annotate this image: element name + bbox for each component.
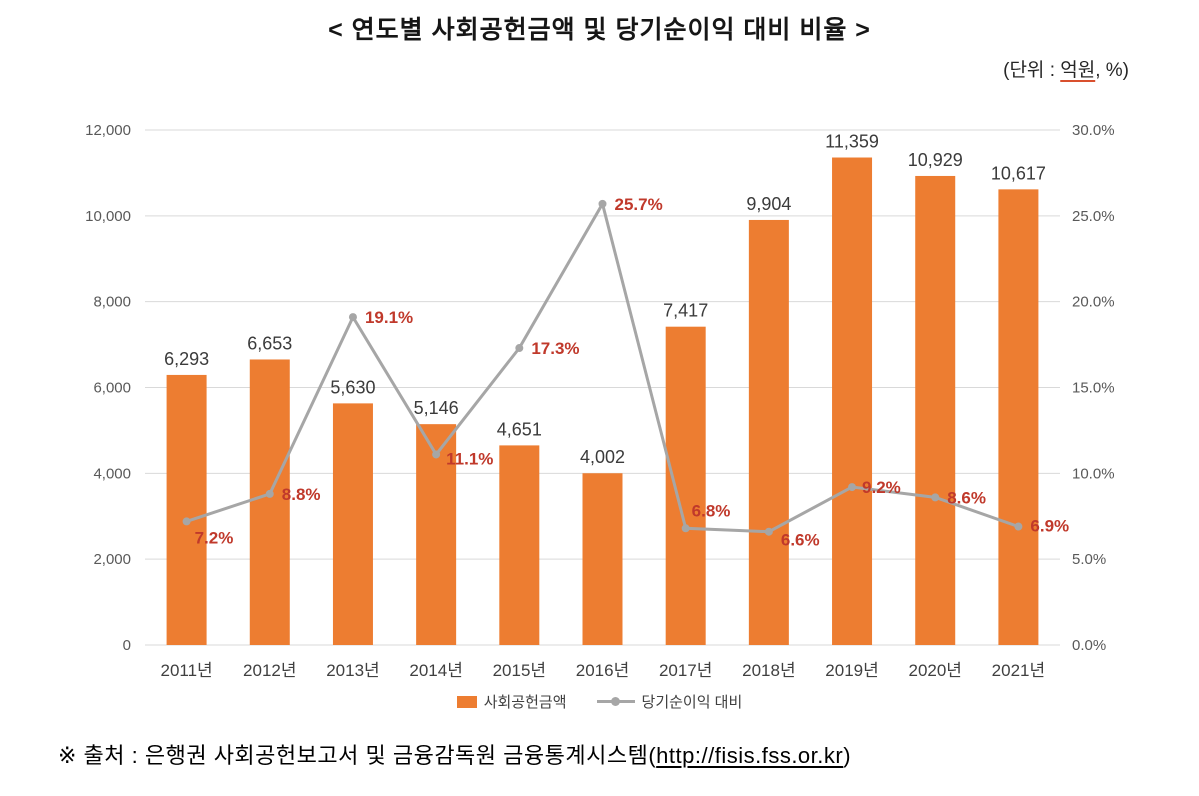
bar-value-label: 9,904	[746, 194, 791, 214]
bar-value-label: 11,359	[825, 132, 879, 152]
left-axis-tick: 6,000	[93, 380, 131, 397]
left-axis-tick: 8,000	[93, 294, 131, 311]
x-axis-label: 2018년	[742, 661, 795, 680]
chart-canvas: 0 2,000 4,000 6,000 8,000 10,000 12,000 0.0% 5.0…	[85, 122, 1115, 680]
line-marker	[848, 483, 857, 492]
chart-title: < 연도별 사회공헌금액 및 당기순이익 대비 비율 >	[328, 16, 871, 44]
bar-swatch-icon	[456, 695, 477, 708]
x-axis-label: 2021년	[992, 661, 1045, 680]
bar-value-label: 5,630	[330, 377, 375, 397]
line-value-label: 9.2%	[862, 478, 901, 497]
source-suffix: )	[843, 743, 852, 768]
bar	[416, 424, 457, 645]
bar-value-label: 7,417	[663, 301, 708, 321]
legend-item-line: 당기순이익 대비	[596, 691, 743, 712]
x-axis-label: 2011년	[160, 661, 212, 680]
line-marker-icon	[610, 697, 620, 706]
x-axis-label: 2013년	[326, 661, 379, 680]
unit-underlined: 억원	[1060, 60, 1096, 81]
line-value-label: 17.3%	[531, 339, 579, 358]
bar-value-label: 10,929	[908, 150, 963, 170]
source-note: ※ 출처 : 은행권 사회공헌보고서 및 금융감독원 금융통계시스템(http:…	[0, 738, 1199, 770]
unit-suffix: , %)	[1095, 60, 1129, 81]
left-axis-tick: 4,000	[93, 465, 131, 482]
bar	[499, 445, 540, 645]
line-marker	[764, 527, 773, 536]
line-marker	[348, 313, 357, 322]
x-axis-label: 2014년	[409, 661, 462, 680]
left-axis-tick: 0	[123, 637, 131, 654]
line-value-label: 7.2%	[195, 528, 234, 547]
line-value-label: 6.6%	[781, 531, 820, 550]
line-value-label: 11.1%	[446, 449, 493, 468]
x-axis-label: 2016년	[576, 661, 629, 680]
line-value-label: 6.8%	[692, 501, 731, 520]
right-axis-tick: 30.0%	[1072, 122, 1115, 139]
x-axis-label: 2020년	[908, 661, 961, 680]
right-axis-tick: 20.0%	[1072, 294, 1115, 311]
source-prefix: ※ 출처 : 은행권 사회공헌보고서 및 금융감독원 금융통계시스템(	[58, 743, 657, 768]
line-value-label: 6.9%	[1030, 517, 1069, 536]
line-marker	[515, 344, 524, 353]
left-axis-tick: 2,000	[93, 551, 131, 568]
legend-label-line: 당기순이익 대비	[641, 694, 743, 711]
x-axis-label: 2015년	[493, 661, 546, 680]
right-axis-tick: 5.0%	[1072, 551, 1106, 568]
legend-label-bar: 사회공헌금액	[483, 694, 567, 711]
bar	[665, 326, 706, 645]
x-axis-label: 2012년	[243, 661, 296, 680]
x-axis-label: 2019년	[825, 661, 878, 680]
bar	[582, 473, 623, 645]
bar	[998, 189, 1039, 645]
bar	[332, 403, 373, 645]
unit-label: (단위 : 억원, %)	[0, 56, 1199, 86]
legend-item-bar: 사회공헌금액	[456, 691, 567, 712]
line-marker	[681, 524, 690, 533]
chart-legend: 사회공헌금액 당기순이익 대비	[0, 691, 1199, 712]
left-axis-tick: 12,000	[85, 122, 131, 139]
bar-value-label: 4,651	[497, 419, 542, 439]
right-axis-tick: 10.0%	[1072, 465, 1115, 482]
line-marker	[1014, 522, 1023, 531]
bar-value-label: 5,146	[414, 398, 459, 418]
bar	[832, 157, 873, 645]
line-marker	[598, 199, 607, 208]
left-axis-tick: 10,000	[85, 208, 131, 225]
line-marker	[182, 517, 191, 526]
right-axis-tick: 15.0%	[1072, 380, 1115, 397]
bar	[249, 359, 290, 645]
right-axis-tick: 0.0%	[1072, 637, 1106, 654]
x-axis-label: 2017년	[659, 661, 712, 680]
unit-prefix: (단위 :	[1003, 60, 1061, 81]
line-marker	[432, 450, 441, 459]
right-axis-tick: 25.0%	[1072, 208, 1115, 225]
bar-value-label: 6,653	[247, 333, 292, 353]
bar-value-label: 10,617	[991, 163, 1046, 183]
line-value-label: 19.1%	[365, 308, 413, 327]
line-swatch-icon	[596, 697, 635, 706]
bar-value-label: 4,002	[580, 447, 625, 467]
bar-value-label: 6,293	[164, 349, 209, 369]
line-value-label: 8.8%	[282, 485, 321, 504]
line-marker	[265, 489, 274, 498]
source-link[interactable]: http://fisis.fss.or.kr	[656, 743, 844, 768]
line-value-label: 8.6%	[947, 488, 986, 507]
bar	[748, 219, 789, 645]
bar	[915, 175, 956, 645]
line-marker	[931, 493, 940, 502]
bar	[166, 374, 207, 645]
line-value-label: 25.7%	[615, 195, 663, 214]
